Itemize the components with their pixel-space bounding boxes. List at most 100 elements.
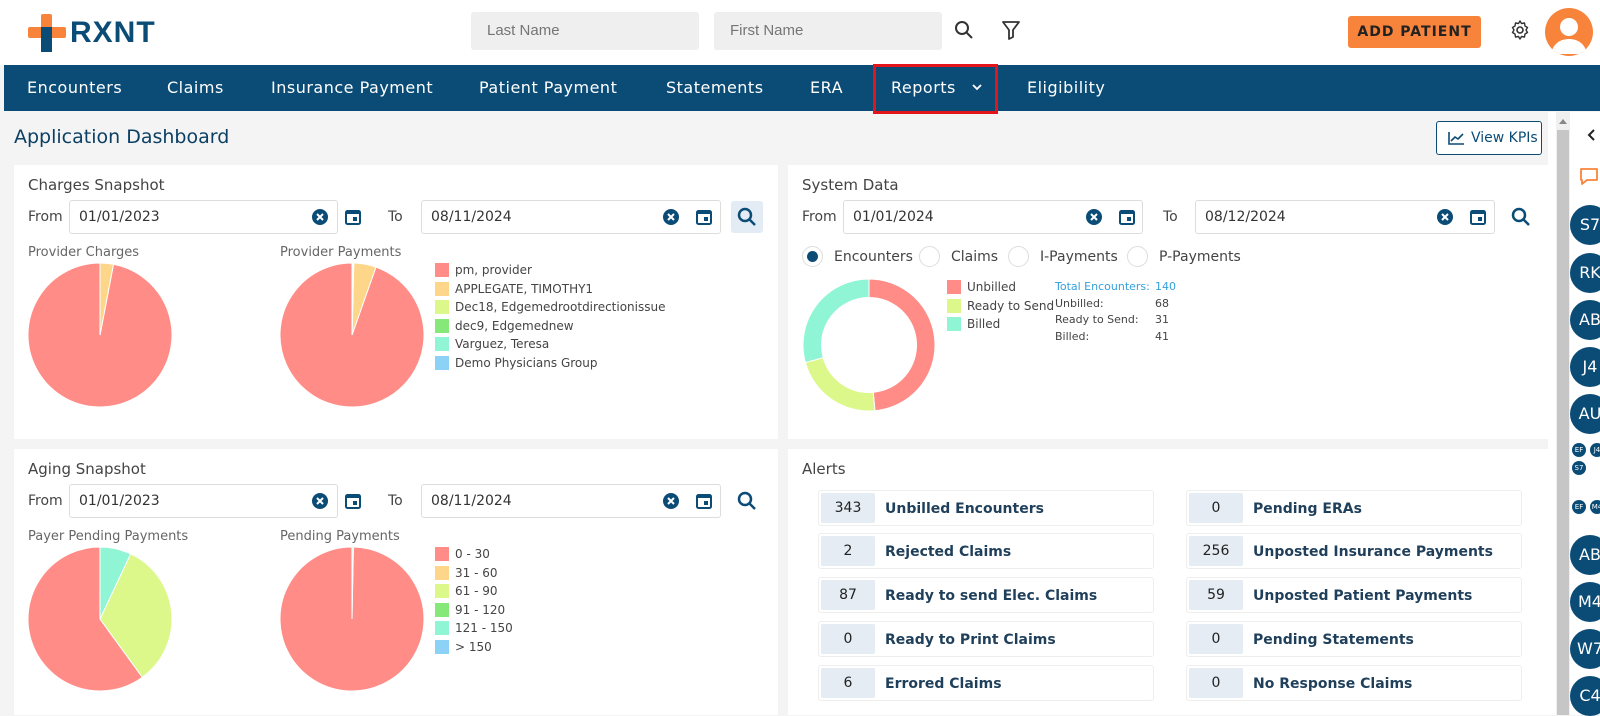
pie-slice[interactable] <box>351 262 354 336</box>
legend-swatch <box>435 584 449 599</box>
legend-label: Demo Physicians Group <box>455 355 598 370</box>
nav-era[interactable]: ERA <box>810 78 844 97</box>
legend-item[interactable]: 61 - 90 <box>435 582 513 601</box>
scroll-up-arrow-icon[interactable] <box>1557 116 1569 126</box>
legend-item[interactable]: Varguez, Teresa <box>435 335 665 354</box>
user-bubble[interactable]: AU <box>1570 394 1600 434</box>
legend-item[interactable]: 0 - 30 <box>435 545 513 564</box>
radio-i-payments[interactable]: I-Payments <box>1008 246 1118 267</box>
user-avatar[interactable] <box>1545 8 1593 56</box>
first-name-input[interactable] <box>714 12 942 50</box>
nav-insurance-payment[interactable]: Insurance Payment <box>271 78 434 97</box>
calendar-icon[interactable] <box>1118 208 1136 226</box>
legend-item[interactable]: Unbilled <box>947 278 1054 297</box>
pie-slice[interactable] <box>868 278 936 412</box>
clear-icon[interactable] <box>311 208 329 226</box>
pie-slice[interactable] <box>351 546 354 620</box>
view-kpis-button[interactable]: View KPIs <box>1436 121 1542 155</box>
pending-payments-pie <box>279 546 425 692</box>
pie-slice[interactable] <box>99 546 132 620</box>
nav-reports[interactable]: Reports <box>891 65 983 111</box>
rxnt-logo[interactable]: RXNT <box>28 14 156 52</box>
calendar-icon[interactable] <box>695 492 713 510</box>
legend-item[interactable]: 91 - 120 <box>435 601 513 620</box>
legend-label: Unbilled <box>967 280 1017 295</box>
alert-errored-claims[interactable]: 6 Errored Claims <box>818 665 1154 701</box>
calendar-icon[interactable] <box>344 208 362 226</box>
user-mini-bubble[interactable]: S7 <box>1572 461 1586 475</box>
alert-pending-statements[interactable]: 0 Pending Statements <box>1186 621 1522 657</box>
alert-pending-eras[interactable]: 0 Pending ERAs <box>1186 490 1522 526</box>
charges-to-date[interactable]: 08/11/2024 <box>421 200 721 234</box>
legend-item[interactable]: 121 - 150 <box>435 619 513 638</box>
nav-eligibility[interactable]: Eligibility <box>1027 78 1106 97</box>
last-name-input[interactable] <box>471 12 699 50</box>
radio-p-payments[interactable]: P-Payments <box>1127 246 1241 267</box>
legend-item[interactable]: Ready to Send <box>947 297 1054 316</box>
user-bubble[interactable]: S7 <box>1570 205 1600 245</box>
legend-item[interactable]: > 150 <box>435 638 513 657</box>
system-search-button[interactable] <box>1505 201 1537 233</box>
legend-item[interactable]: dec9, Edgemednew <box>435 317 665 336</box>
clear-icon[interactable] <box>1436 208 1454 226</box>
radio-encounters[interactable]: Encounters <box>802 246 913 267</box>
alert-unbilled-encounters[interactable]: 343 Unbilled Encounters <box>818 490 1154 526</box>
alert-ready-print-claims[interactable]: 0 Ready to Print Claims <box>818 621 1154 657</box>
add-patient-button[interactable]: ADD PATIENT <box>1348 16 1481 48</box>
search-icon[interactable] <box>952 18 976 42</box>
legend-item[interactable]: 31 - 60 <box>435 564 513 583</box>
nav-encounters[interactable]: Encounters <box>27 78 123 97</box>
alert-label: Errored Claims <box>885 676 1002 692</box>
calendar-icon[interactable] <box>695 208 713 226</box>
nav-patient-payment[interactable]: Patient Payment <box>479 78 618 97</box>
user-bubble[interactable]: C4 <box>1570 676 1600 716</box>
legend-item[interactable]: APPLEGATE, TIMOTHY1 <box>435 280 665 299</box>
legend-item[interactable]: Billed <box>947 315 1054 334</box>
calendar-icon[interactable] <box>344 492 362 510</box>
legend-item[interactable]: pm, provider <box>435 261 665 280</box>
alert-ready-elec-claims[interactable]: 87 Ready to send Elec. Claims <box>818 577 1154 613</box>
alert-no-response-claims[interactable]: 0 No Response Claims <box>1186 665 1522 701</box>
user-bubble[interactable]: W7 <box>1570 629 1600 669</box>
nav-statements[interactable]: Statements <box>666 78 764 97</box>
radio-claims[interactable]: Claims <box>919 246 998 267</box>
pie-slice[interactable] <box>99 262 115 336</box>
charges-search-button[interactable] <box>731 201 763 233</box>
pie-slice[interactable] <box>802 278 870 364</box>
legend-label: dec9, Edgemednew <box>455 318 574 333</box>
pie-slice[interactable] <box>804 357 876 412</box>
user-bubble[interactable]: M4 <box>1570 582 1600 622</box>
legend-item[interactable]: Dec18, Edgemedrootdirectionissue <box>435 298 665 317</box>
alert-count: 87 <box>821 580 875 610</box>
radio-circle <box>1008 246 1029 267</box>
alert-unposted-patient[interactable]: 59 Unposted Patient Payments <box>1186 577 1522 613</box>
user-mini-bubble[interactable]: EF <box>1572 443 1586 457</box>
alert-unposted-insurance[interactable]: 256 Unposted Insurance Payments <box>1186 533 1522 569</box>
gear-icon[interactable] <box>1508 18 1532 42</box>
clear-icon[interactable] <box>1085 208 1103 226</box>
chat-icon[interactable] <box>1578 166 1600 188</box>
scrollbar-thumb[interactable] <box>1557 130 1569 715</box>
user-mini-bubble[interactable]: EF <box>1572 500 1586 514</box>
user-mini-bubble[interactable]: M4 <box>1590 500 1600 514</box>
calendar-icon[interactable] <box>1469 208 1487 226</box>
user-bubble[interactable]: J4 <box>1570 347 1600 387</box>
charges-from-date[interactable]: 01/01/2023 <box>69 200 338 234</box>
alert-rejected-claims[interactable]: 2 Rejected Claims <box>818 533 1154 569</box>
aging-from-date[interactable]: 01/01/2023 <box>69 484 338 518</box>
clear-icon[interactable] <box>662 492 680 510</box>
filter-icon[interactable] <box>999 18 1023 42</box>
user-bubble[interactable]: AB <box>1570 535 1600 575</box>
legend-item[interactable]: Demo Physicians Group <box>435 354 665 373</box>
legend-label: 121 - 150 <box>455 621 513 636</box>
user-bubble[interactable]: RK <box>1570 253 1600 293</box>
clear-icon[interactable] <box>662 208 680 226</box>
user-mini-bubble[interactable]: J4 <box>1590 443 1600 457</box>
nav-claims[interactable]: Claims <box>167 78 224 97</box>
aging-search-button[interactable] <box>731 485 763 517</box>
user-bubble[interactable]: AB <box>1570 300 1600 340</box>
pie-slice[interactable] <box>27 546 144 692</box>
pie-slice[interactable] <box>99 553 173 678</box>
chevron-left-icon[interactable] <box>1586 128 1596 142</box>
clear-icon[interactable] <box>311 492 329 510</box>
